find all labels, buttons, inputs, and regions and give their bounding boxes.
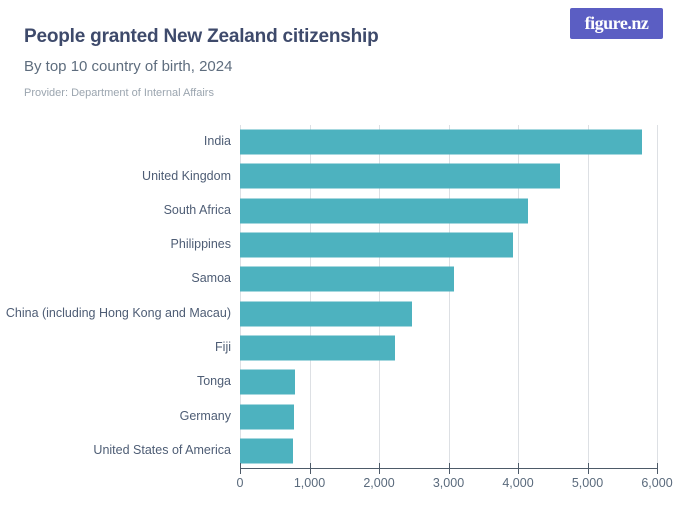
category-label: Tonga <box>196 374 231 389</box>
gridline <box>240 125 241 468</box>
bar-track <box>240 434 657 468</box>
category-label: India <box>203 134 231 149</box>
page-title: People granted New Zealand citizenship <box>24 26 379 47</box>
bar-row: United States of America <box>0 434 657 468</box>
page-subtitle: By top 10 country of birth, 2024 <box>24 58 233 75</box>
bar-track <box>240 159 657 193</box>
provider-credit: Provider: Department of Internal Affairs <box>24 87 214 99</box>
bar-track <box>240 296 657 330</box>
x-axis-tick <box>587 463 589 474</box>
bar[interactable] <box>240 232 514 258</box>
bar-row: Germany <box>0 399 657 433</box>
x-axis-tick <box>240 463 241 474</box>
gridline <box>448 125 450 468</box>
x-axis-tick-label: 5,000 <box>571 476 604 490</box>
bar[interactable] <box>240 335 395 361</box>
bar[interactable] <box>240 129 642 155</box>
gridline <box>657 125 658 468</box>
bar-row: South Africa <box>0 194 657 228</box>
bar[interactable] <box>240 163 561 189</box>
x-axis-tick-label: 0 <box>236 476 244 490</box>
category-label: United States of America <box>93 442 231 457</box>
x-axis-tick-label: 4,000 <box>502 476 534 490</box>
bar-rows: India United Kingdom South Africa Philippin… <box>0 125 657 468</box>
bar[interactable] <box>240 404 294 430</box>
gridline <box>518 125 519 468</box>
bar-row: United Kingdom <box>0 159 657 193</box>
logo-text: figure.nz <box>584 13 649 33</box>
bar-row: Samoa <box>0 262 657 296</box>
gridline <box>309 125 311 468</box>
x-axis-tick <box>657 463 658 474</box>
gridline <box>379 125 380 468</box>
x-axis-tick-label: 6,000 <box>641 476 673 490</box>
gridline <box>587 125 589 468</box>
x-axis-tick-label: 2,000 <box>363 476 395 490</box>
category-label: China (including Hong Kong and Macau) <box>5 305 231 320</box>
bar-row: Philippines <box>0 228 657 262</box>
bar[interactable] <box>240 198 528 224</box>
bar-row: Fiji <box>0 331 657 365</box>
x-axis-tick <box>448 463 450 474</box>
x-axis-tick-label: 3,000 <box>432 476 465 490</box>
bar[interactable] <box>240 266 455 292</box>
bar-track <box>240 228 657 262</box>
bar-row: India <box>0 125 657 159</box>
figure-nz-logo[interactable]: figure.nz <box>570 8 663 39</box>
bar-chart: India United Kingdom South Africa Philippin… <box>0 125 700 490</box>
category-label: Philippines <box>170 237 231 252</box>
bar-track <box>240 262 657 296</box>
category-label: Germany <box>179 408 231 423</box>
category-label: Fiji <box>215 340 231 355</box>
category-label: South Africa <box>163 202 231 217</box>
bar-track <box>240 194 657 228</box>
bar-track <box>240 365 657 399</box>
bar-row: China (including Hong Kong and Macau) <box>0 296 657 330</box>
category-label: United Kingdom <box>142 168 231 183</box>
bar[interactable] <box>240 301 412 327</box>
bar-row: Tonga <box>0 365 657 399</box>
x-axis-tick <box>518 463 519 474</box>
category-label: Samoa <box>191 271 231 286</box>
x-axis-tick <box>309 463 311 474</box>
bar-track <box>240 125 657 159</box>
bar[interactable] <box>240 438 293 464</box>
x-axis-tick <box>379 463 380 474</box>
bar-track <box>240 399 657 433</box>
bar[interactable] <box>240 369 295 395</box>
plot-gridlines <box>240 125 658 468</box>
x-axis-tick-label: 1,000 <box>293 476 326 490</box>
bar-track <box>240 331 657 365</box>
